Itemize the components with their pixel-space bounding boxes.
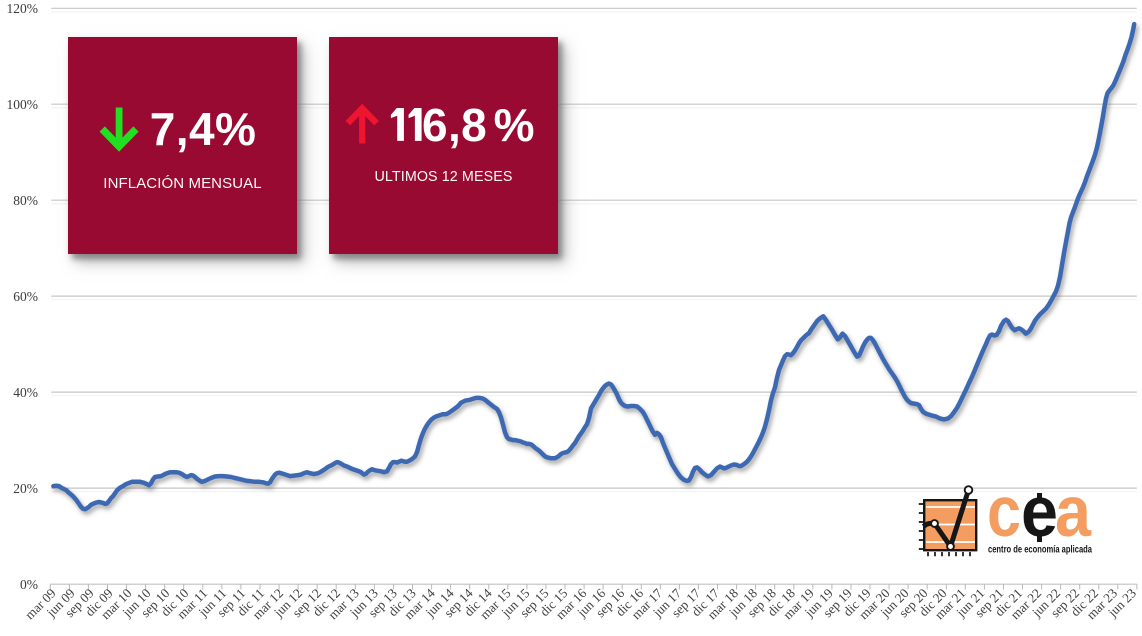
svg-text:40%: 40% (13, 385, 38, 400)
svg-text:60%: 60% (13, 289, 38, 304)
svg-text:c: c (987, 473, 1021, 552)
svg-text:20%: 20% (13, 481, 38, 496)
svg-text:100%: 100% (7, 97, 39, 112)
svg-text:centro de economía aplicada: centro de economía aplicada (988, 545, 1092, 556)
svg-text:120%: 120% (7, 1, 39, 16)
svg-text:a: a (1055, 473, 1091, 552)
svg-text:0%: 0% (20, 577, 38, 592)
svg-text:80%: 80% (13, 193, 38, 208)
